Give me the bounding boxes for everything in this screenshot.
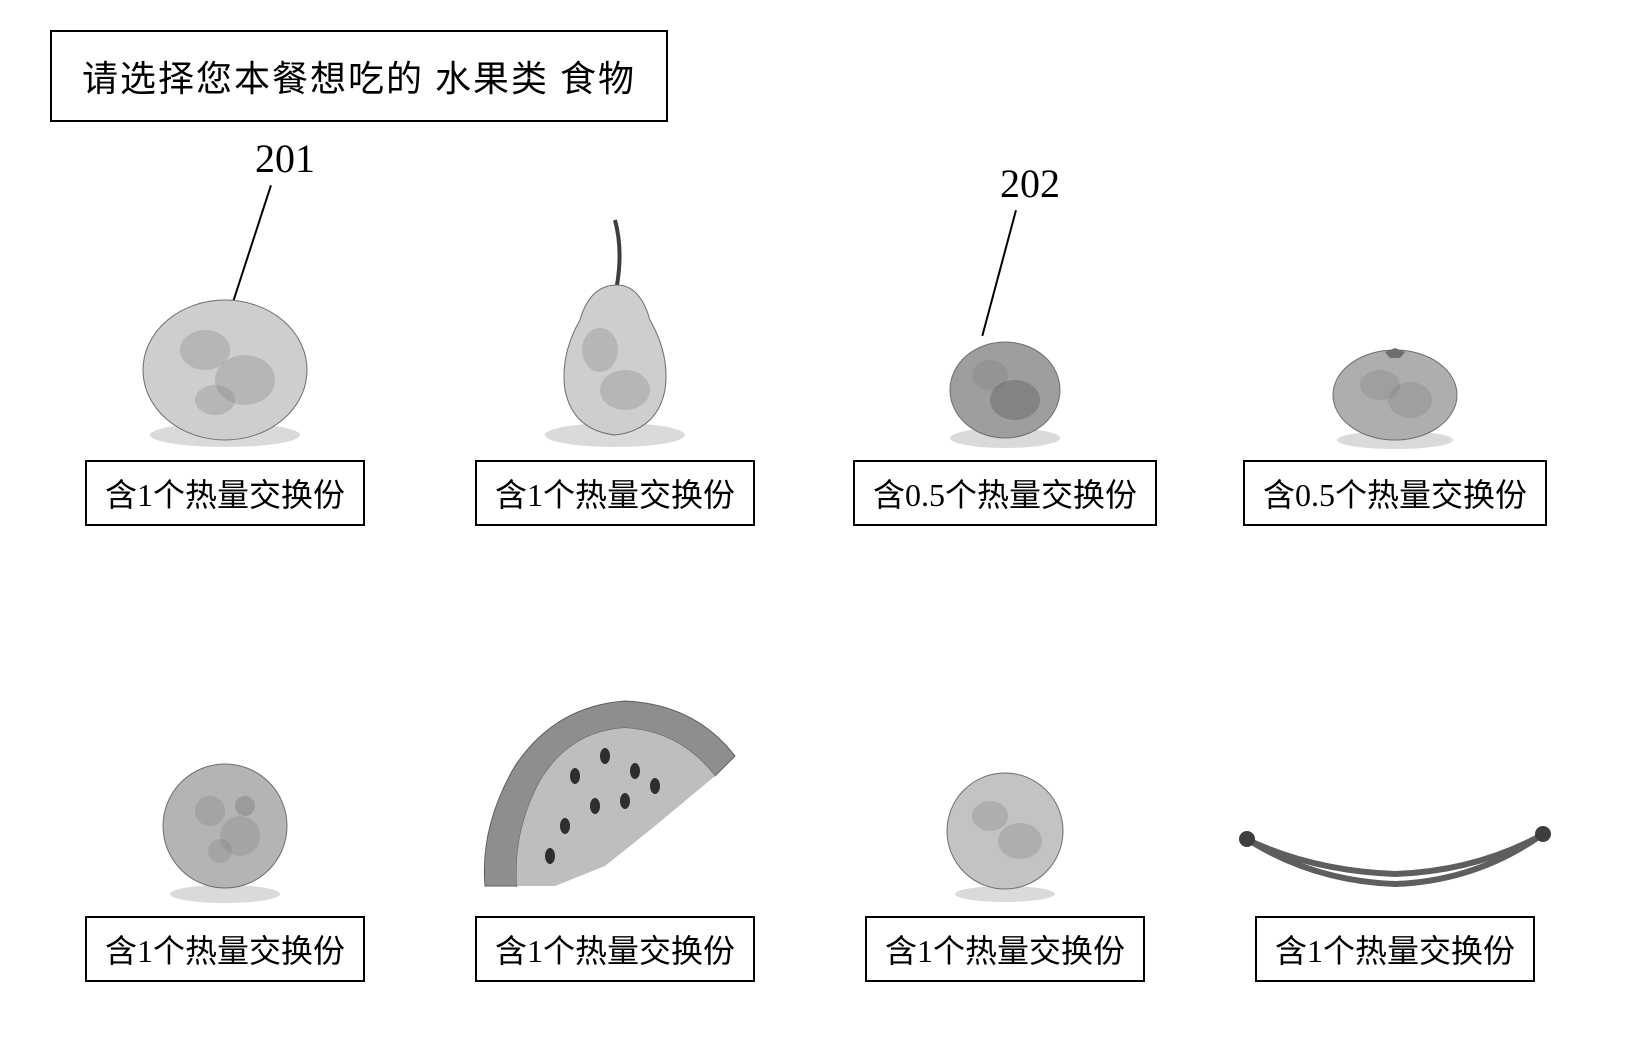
fruit-label: 含1个热量交换份 <box>85 460 365 526</box>
fruit-item-watermelon[interactable]: 含1个热量交换份 <box>440 686 790 982</box>
banana-icon <box>1225 786 1565 906</box>
apple-icon <box>115 250 335 450</box>
fruit-image-banana <box>1220 686 1570 906</box>
header-prompt-text: 请选择您本餐想吃的 水果类 食物 <box>82 59 636 99</box>
fruit-item-plum[interactable]: 含0.5个热量交换份 <box>830 170 1180 526</box>
fruit-label: 含1个热量交换份 <box>865 916 1145 982</box>
fruit-item-persimmon[interactable]: 含0.5个热量交换份 <box>1220 170 1570 526</box>
header-prompt: 请选择您本餐想吃的 水果类 食物 <box>50 30 668 122</box>
fruit-item-peach[interactable]: 含1个热量交换份 <box>830 686 1180 982</box>
plum-icon <box>915 290 1095 450</box>
fruit-image-apple <box>50 170 400 450</box>
fruit-image-orange <box>50 686 400 906</box>
persimmon-icon <box>1305 300 1485 450</box>
fruit-label: 含0.5个热量交换份 <box>1243 460 1547 526</box>
fruit-item-banana[interactable]: 含1个热量交换份 <box>1220 686 1570 982</box>
fruit-image-peach <box>830 686 1180 906</box>
fruit-image-persimmon <box>1220 170 1570 450</box>
fruit-image-watermelon <box>440 686 790 906</box>
watermelon-icon <box>455 686 775 906</box>
fruit-label: 含0.5个热量交换份 <box>853 460 1157 526</box>
fruit-label: 含1个热量交换份 <box>475 460 755 526</box>
fruit-item-apple[interactable]: 含1个热量交换份 <box>50 170 400 526</box>
peach-icon <box>920 736 1090 906</box>
fruit-label: 含1个热量交换份 <box>1255 916 1535 982</box>
fruit-item-pear[interactable]: 含1个热量交换份 <box>440 170 790 526</box>
fruit-grid: 含1个热量交换份 含1个热量交换份 含 <box>50 170 1600 982</box>
pear-icon <box>505 190 725 450</box>
fruit-label: 含1个热量交换份 <box>85 916 365 982</box>
fruit-image-plum <box>830 170 1180 450</box>
fruit-item-orange[interactable]: 含1个热量交换份 <box>50 686 400 982</box>
fruit-label: 含1个热量交换份 <box>475 916 755 982</box>
fruit-image-pear <box>440 170 790 450</box>
orange-icon <box>135 726 315 906</box>
